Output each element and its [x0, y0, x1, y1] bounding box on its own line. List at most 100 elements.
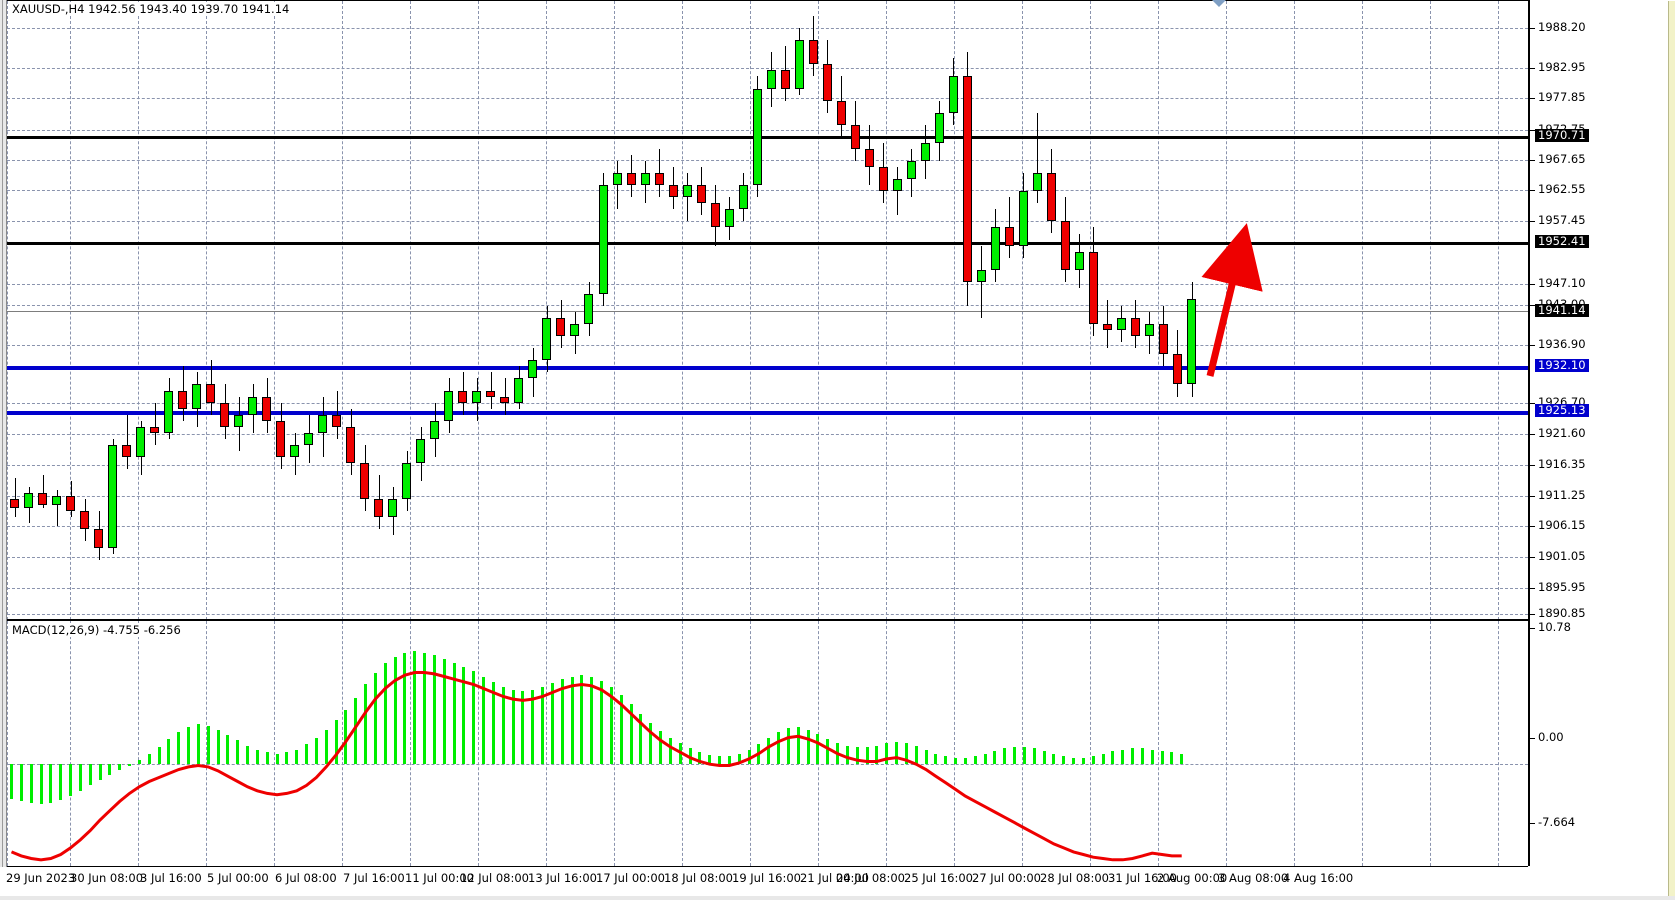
macd-histogram-bar: [954, 757, 957, 765]
macd-histogram-bar: [855, 746, 859, 765]
macd-histogram-bar: [747, 749, 751, 765]
price-tick: [1530, 305, 1535, 306]
candle-body: [10, 499, 19, 509]
candle-body: [374, 499, 383, 518]
left-scrollbar-rail[interactable]: [0, 0, 7, 870]
macd-histogram-bar: [413, 651, 417, 765]
price-chart-pane[interactable]: [7, 1, 1528, 620]
macd-histogram-bar: [629, 704, 633, 765]
macd-histogram-bar: [845, 745, 849, 765]
pane-separator: [7, 619, 1528, 621]
candle-body: [935, 112, 944, 143]
macd-histogram-bar: [885, 742, 889, 765]
gridline-horizontal: [7, 98, 1528, 99]
macd-histogram-bar: [777, 732, 780, 765]
time-axis-label: 13 Jul 16:00: [528, 871, 597, 885]
candle-body: [94, 529, 103, 548]
level-line-1952.41[interactable]: [7, 242, 1528, 245]
candle-body: [1061, 221, 1070, 270]
level-line-1970.71[interactable]: [7, 136, 1528, 139]
candle-body: [542, 318, 551, 361]
gridline-vertical: [1498, 1, 1499, 620]
chart-title: XAUUSD-,H4 1942.56 1943.40 1939.70 1941.…: [10, 2, 292, 16]
time-axis[interactable]: 29 Jun 2023 30 Jun 08:00 3 Jul 16:00 5 Jul …: [0, 867, 1675, 900]
macd-histogram-bar: [511, 689, 515, 765]
candle-body: [893, 179, 902, 192]
price-tick: [1530, 403, 1535, 404]
candle-wick: [491, 372, 492, 409]
candle-wick: [127, 414, 128, 470]
gridline-horizontal: [7, 28, 1528, 29]
candle-body: [1103, 324, 1112, 331]
macd-histogram-bar: [432, 655, 436, 765]
gridline-vertical: [1362, 1, 1363, 620]
price-tick: [1530, 614, 1535, 615]
candle-body: [697, 185, 706, 204]
price-scale-label: 1962.55: [1538, 182, 1586, 196]
price-scale-label: 1957.45: [1538, 213, 1586, 227]
time-axis-label: 21 Jul 00:00: [800, 871, 869, 885]
macd-histogram-bar: [29, 764, 33, 803]
gridline-vertical: [70, 1, 71, 620]
time-axis-label: 17 Jul 00:00: [596, 871, 665, 885]
price-level-badge[interactable]: 1925.13: [1535, 404, 1589, 417]
macd-histogram-bar: [1042, 750, 1046, 765]
candle-wick: [617, 161, 618, 210]
up-arrow-annotation[interactable]: [1187, 223, 1267, 391]
gridline-vertical: [7, 621, 8, 866]
gridline-horizontal: [7, 160, 1528, 161]
candle-body: [290, 444, 299, 457]
macd-histogram-bar: [1003, 748, 1007, 765]
price-level-badge[interactable]: 1932.10: [1535, 359, 1589, 372]
price-tick: [1530, 221, 1535, 222]
candle-wick: [981, 245, 982, 319]
candle-wick: [337, 390, 338, 439]
price-tick: [1530, 465, 1535, 466]
time-axis-label: 6 Jul 08:00: [275, 871, 337, 885]
level-line-1941.14[interactable]: [7, 311, 1528, 312]
candle-body: [739, 185, 748, 210]
gridline-vertical: [410, 621, 411, 866]
candle-body: [1047, 173, 1056, 222]
time-axis-label: 5 Jul 00:00: [207, 871, 269, 885]
gridline-vertical: [614, 1, 615, 620]
price-tick: [1530, 284, 1535, 285]
time-axis-label: 3 Aug 08:00: [1218, 871, 1289, 885]
gridline-vertical: [342, 1, 343, 620]
price-level-badge[interactable]: 1970.71: [1535, 129, 1589, 142]
price-tick: [1530, 98, 1535, 99]
macd-histogram-bar: [39, 764, 43, 805]
candle-body: [613, 173, 622, 186]
macd-histogram-bar: [767, 737, 771, 765]
macd-indicator-pane[interactable]: [7, 621, 1528, 866]
macd-histogram-bar: [570, 676, 574, 765]
macd-histogram-bar: [1101, 753, 1105, 765]
level-line-1925.13[interactable]: [7, 411, 1528, 415]
candle-body: [1173, 354, 1182, 385]
macd-histogram-bar: [452, 663, 456, 765]
candle-body: [599, 185, 608, 294]
price-tick: [1530, 28, 1535, 29]
price-level-badge[interactable]: 1941.14: [1535, 304, 1589, 317]
candle-wick: [1037, 112, 1038, 204]
gridline-vertical: [478, 1, 479, 620]
gridline-vertical: [954, 621, 955, 866]
price-tick: [1530, 68, 1535, 69]
candle-body: [669, 185, 678, 198]
macd-signal-path: [10, 671, 1182, 862]
candle-body: [514, 378, 523, 403]
price-scale-axis[interactable]: 1988.201982.951977.851972.751967.651962.…: [1530, 0, 1675, 900]
gridline-vertical: [818, 1, 819, 620]
gridline-vertical: [274, 1, 275, 620]
candle-body: [164, 390, 173, 433]
macd-histogram-bar: [314, 737, 318, 765]
candle-body: [38, 493, 47, 506]
macd-histogram-bar: [639, 713, 643, 765]
time-axis-label: 12 Jul 08:00: [460, 871, 529, 885]
price-scale-label: 1936.90: [1538, 337, 1586, 351]
gridline-vertical: [682, 1, 683, 620]
candle-body: [556, 318, 565, 337]
price-level-badge[interactable]: 1952.41: [1535, 235, 1589, 248]
level-line-1932.10[interactable]: [7, 366, 1528, 370]
macd-histogram-bar: [1150, 749, 1154, 765]
